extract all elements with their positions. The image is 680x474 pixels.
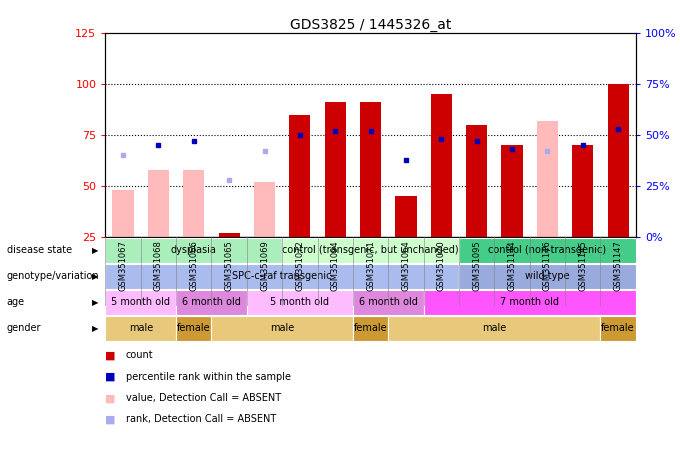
Bar bbox=[218, 233, 240, 237]
Text: GSM351070: GSM351070 bbox=[437, 240, 446, 291]
Bar bbox=[395, 196, 417, 237]
Text: ■: ■ bbox=[105, 414, 116, 425]
Text: ▶: ▶ bbox=[92, 246, 99, 255]
Text: age: age bbox=[7, 297, 25, 307]
Bar bbox=[211, 316, 353, 341]
Text: ■: ■ bbox=[105, 372, 116, 382]
Text: dysplasia: dysplasia bbox=[171, 245, 217, 255]
Bar bbox=[353, 290, 424, 315]
Text: male: male bbox=[129, 323, 153, 333]
Bar bbox=[572, 146, 594, 237]
Text: GSM351144: GSM351144 bbox=[507, 240, 517, 291]
Text: GSM351147: GSM351147 bbox=[613, 240, 623, 291]
Text: GSM351146: GSM351146 bbox=[543, 240, 552, 291]
Bar bbox=[247, 290, 353, 315]
Bar bbox=[466, 125, 488, 237]
Text: GSM351095: GSM351095 bbox=[472, 240, 481, 291]
Bar bbox=[148, 170, 169, 237]
Text: GSM351072: GSM351072 bbox=[295, 240, 305, 291]
Text: SPC-c-raf transgenic: SPC-c-raf transgenic bbox=[233, 271, 332, 281]
Text: female: female bbox=[354, 323, 388, 333]
Bar bbox=[360, 102, 381, 237]
Bar bbox=[353, 316, 388, 341]
Bar bbox=[176, 316, 211, 341]
Text: control (transgenic, but unchanged): control (transgenic, but unchanged) bbox=[282, 245, 459, 255]
Text: ▶: ▶ bbox=[92, 298, 99, 307]
Text: GSM351069: GSM351069 bbox=[260, 240, 269, 291]
Text: wild type: wild type bbox=[525, 271, 570, 281]
Bar bbox=[459, 264, 636, 289]
Bar bbox=[289, 115, 311, 237]
Text: ■: ■ bbox=[105, 350, 116, 361]
Bar bbox=[430, 94, 452, 237]
Text: female: female bbox=[601, 323, 635, 333]
Text: disease state: disease state bbox=[7, 245, 72, 255]
Text: ■: ■ bbox=[105, 393, 116, 403]
Text: 5 month old: 5 month old bbox=[271, 297, 329, 307]
Bar bbox=[607, 84, 629, 237]
Text: genotype/variation: genotype/variation bbox=[7, 271, 99, 281]
Bar bbox=[105, 237, 282, 263]
Bar bbox=[324, 102, 346, 237]
Bar bbox=[424, 290, 636, 315]
Bar bbox=[537, 121, 558, 237]
Text: count: count bbox=[126, 350, 154, 361]
Text: male: male bbox=[482, 323, 507, 333]
Bar bbox=[282, 237, 459, 263]
Bar bbox=[254, 182, 275, 237]
Text: male: male bbox=[270, 323, 294, 333]
Text: GSM351068: GSM351068 bbox=[154, 240, 163, 292]
Text: female: female bbox=[177, 323, 211, 333]
Text: 6 month old: 6 month old bbox=[182, 297, 241, 307]
Bar bbox=[105, 316, 176, 341]
Bar bbox=[459, 237, 636, 263]
Text: GSM351067: GSM351067 bbox=[118, 240, 128, 292]
Bar bbox=[105, 264, 459, 289]
Bar bbox=[105, 290, 176, 315]
Text: gender: gender bbox=[7, 323, 41, 333]
Bar bbox=[183, 170, 205, 237]
Text: percentile rank within the sample: percentile rank within the sample bbox=[126, 372, 291, 382]
Text: value, Detection Call = ABSENT: value, Detection Call = ABSENT bbox=[126, 393, 281, 403]
Text: 7 month old: 7 month old bbox=[500, 297, 559, 307]
Text: GSM351094: GSM351094 bbox=[330, 240, 340, 291]
Text: ▶: ▶ bbox=[92, 272, 99, 281]
Bar bbox=[176, 290, 247, 315]
Text: GSM351071: GSM351071 bbox=[366, 240, 375, 291]
Text: GSM351066: GSM351066 bbox=[189, 240, 199, 292]
Bar bbox=[501, 146, 523, 237]
Text: GSM351145: GSM351145 bbox=[578, 240, 588, 291]
Text: ▶: ▶ bbox=[92, 324, 99, 333]
Text: 5 month old: 5 month old bbox=[112, 297, 170, 307]
Text: 6 month old: 6 month old bbox=[359, 297, 418, 307]
Text: GSM351064: GSM351064 bbox=[401, 240, 411, 291]
Text: control (non-transgenic): control (non-transgenic) bbox=[488, 245, 607, 255]
Text: rank, Detection Call = ABSENT: rank, Detection Call = ABSENT bbox=[126, 414, 276, 425]
Text: GSM351065: GSM351065 bbox=[224, 240, 234, 291]
Title: GDS3825 / 1445326_at: GDS3825 / 1445326_at bbox=[290, 18, 452, 32]
Bar bbox=[388, 316, 600, 341]
Bar bbox=[600, 316, 636, 341]
Bar bbox=[112, 190, 134, 237]
